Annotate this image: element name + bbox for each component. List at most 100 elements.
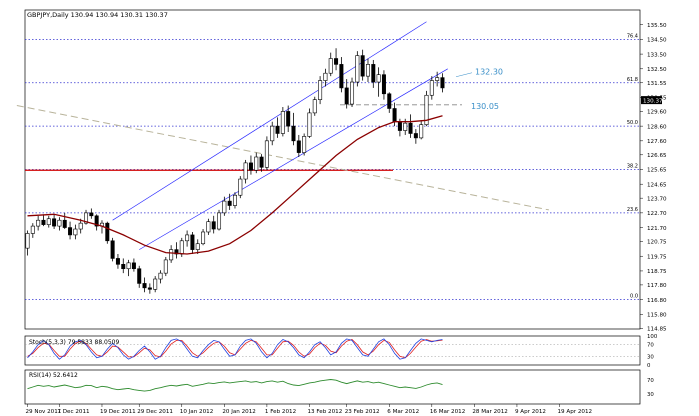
fib-level-label: 61.8 xyxy=(627,77,638,83)
y-tick-label: 114.85 xyxy=(647,326,667,332)
candle-body xyxy=(94,215,99,227)
current-price-box xyxy=(641,96,662,105)
annotation-130-05: 130.05 xyxy=(471,102,499,111)
candle-body xyxy=(153,278,158,290)
candle-body xyxy=(84,212,89,224)
x-tick-label: 23 Feb 2012 xyxy=(345,409,380,415)
y-tick-label: 129.60 xyxy=(647,110,667,116)
candle-body xyxy=(222,200,227,214)
candle-body xyxy=(185,234,190,242)
annotation-132-30: 132.30 xyxy=(475,68,503,77)
candle-body xyxy=(201,231,206,245)
x-tick-label: 19 Apr 2012 xyxy=(558,409,593,415)
candle-body xyxy=(206,221,211,233)
candle-body xyxy=(217,212,222,230)
rsi-panel: 70 30 xyxy=(24,369,654,405)
candle-body xyxy=(105,222,110,242)
candle-body xyxy=(435,77,440,81)
candle-body xyxy=(36,219,41,227)
x-tick-label: 9 Apr 2012 xyxy=(515,409,546,415)
candle-body xyxy=(137,268,142,284)
candle-body xyxy=(259,156,264,168)
candle-body xyxy=(195,243,200,250)
candle-body xyxy=(25,233,30,249)
x-tick-label: 29 Nov 2011 xyxy=(26,409,62,415)
candle-body xyxy=(392,108,397,123)
candle-body xyxy=(296,140,301,153)
dashed-trendline xyxy=(16,105,549,211)
candle-body xyxy=(121,264,126,270)
x-tick-label: 13 Feb 2012 xyxy=(307,409,342,415)
candle-body xyxy=(307,112,312,137)
candle-body xyxy=(30,225,35,234)
candle-body xyxy=(174,249,179,255)
rsi-tick-label: 70 xyxy=(647,378,654,384)
y-tick-label: 115.80 xyxy=(647,312,667,318)
candle-body xyxy=(62,219,67,228)
y-tick-label: 124.65 xyxy=(647,182,667,188)
candle-body xyxy=(334,58,339,65)
candle-body xyxy=(163,259,168,274)
rsi-frame xyxy=(24,369,641,405)
candle-body xyxy=(371,64,376,83)
x-tick-label: 29 Dec 2011 xyxy=(137,409,173,415)
annotation-pointer xyxy=(455,72,473,78)
candle-body xyxy=(243,162,248,180)
candle-body xyxy=(355,55,360,83)
candle-body xyxy=(318,80,323,100)
y-tick-label: 116.80 xyxy=(647,298,667,304)
fib-level-label: 50.0 xyxy=(627,120,638,126)
y-tick-label: 122.70 xyxy=(647,211,667,217)
candle-body xyxy=(429,80,434,96)
candle-body xyxy=(248,162,253,171)
y-tick-label: 123.70 xyxy=(647,196,667,202)
candle-body xyxy=(360,55,365,77)
x-tick-label: 7 Dec 2011 xyxy=(57,409,90,415)
candle-body xyxy=(286,111,291,127)
candle-body xyxy=(440,77,445,89)
candle-body xyxy=(350,81,355,105)
channel-lower-line xyxy=(139,68,448,250)
candle-body xyxy=(408,122,413,134)
stochastic-panel: 100 70 30 0 xyxy=(24,334,658,369)
x-tick-label: 16 Mar 2012 xyxy=(430,409,465,415)
x-tick-label: 10 Jan 2012 xyxy=(180,409,214,415)
stochastic-tick-label: 30 xyxy=(647,354,654,360)
candle-body xyxy=(232,194,237,206)
candle-body xyxy=(312,99,317,114)
y-tick-label: 119.75 xyxy=(647,254,667,260)
candle-body xyxy=(254,156,259,171)
candle-body xyxy=(169,249,174,261)
chart-header: GBPJPY,Daily 130.94 130.94 130.31 130.37 xyxy=(27,11,168,19)
fib-level-label: 23.6 xyxy=(627,207,638,213)
candle-body xyxy=(179,240,184,255)
candle-body xyxy=(323,72,328,81)
fib-level-label: 76.4 xyxy=(627,33,638,39)
x-tick-label: 19 Dec 2011 xyxy=(100,409,136,415)
y-tick-label: 125.65 xyxy=(647,168,667,174)
candle-body xyxy=(78,222,83,230)
candle-body xyxy=(68,227,73,236)
candle-body xyxy=(275,125,280,134)
candle-body xyxy=(41,219,46,225)
stochastic-label: Stoch(5,3,3) 79.5833 88.0509 xyxy=(29,339,120,346)
candle-body xyxy=(158,272,163,280)
candle-body xyxy=(344,87,349,105)
stochastic-tick-label: 100 xyxy=(647,334,658,340)
candle-body xyxy=(142,283,147,289)
candle-body xyxy=(413,133,418,139)
candle-body xyxy=(280,111,285,134)
candle-body xyxy=(376,74,381,83)
y-tick-label: 135.50 xyxy=(647,23,667,29)
fib-level-label: 0.0 xyxy=(630,294,638,300)
candle-body xyxy=(147,287,152,290)
candle-body xyxy=(328,58,333,74)
candle-body xyxy=(381,74,386,95)
y-tick-label: 131.55 xyxy=(647,81,667,87)
x-tick-label: 1 Feb 2012 xyxy=(265,409,296,415)
candle-body xyxy=(339,64,344,89)
x-tick-label: 20 Jan 2012 xyxy=(222,409,256,415)
candle-body xyxy=(211,221,216,230)
